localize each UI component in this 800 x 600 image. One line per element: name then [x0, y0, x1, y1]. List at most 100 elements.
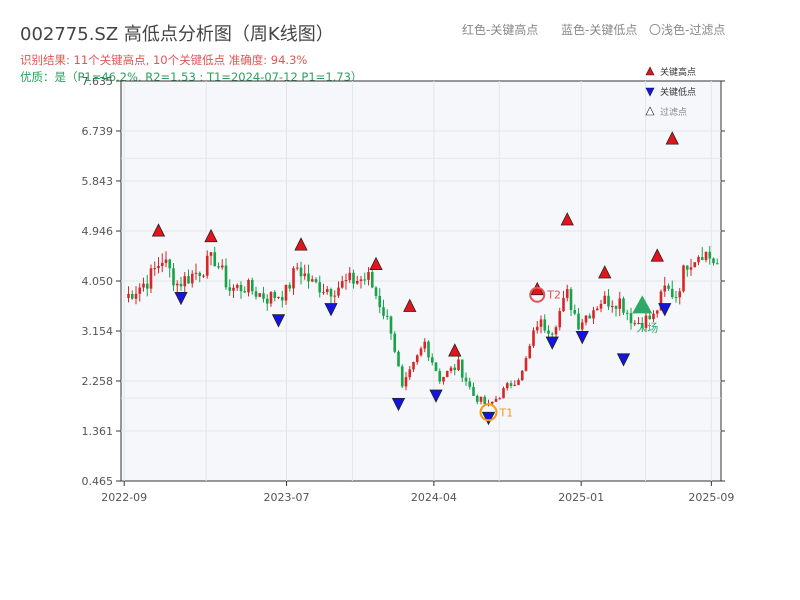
t2-label: T2 [546, 289, 561, 302]
candle-body [224, 265, 228, 288]
candle-body [498, 398, 502, 400]
candle-body [363, 279, 367, 281]
x-tick-label: 2022-09 [101, 491, 147, 504]
candle-body [513, 384, 517, 386]
candle-body [652, 313, 655, 320]
candle-body [190, 273, 194, 284]
candle-body [509, 383, 513, 386]
candle-body [412, 362, 415, 370]
candle-body [592, 310, 595, 319]
legend-text-blue-low: 蓝色-关键低点 [561, 23, 638, 37]
candle-body [209, 252, 213, 256]
legend-filtered-label: 过滤点 [660, 106, 687, 118]
key-low-marker [271, 314, 286, 328]
candle-body [142, 283, 145, 288]
key-high-marker [560, 212, 574, 226]
candle-body [577, 313, 580, 330]
key-high-marker [598, 265, 612, 279]
y-tick-label: 0.465 [82, 475, 114, 488]
legend-low-icon [645, 87, 655, 97]
candle-body [438, 371, 442, 382]
key-low-marker [616, 353, 631, 367]
candle-body [164, 259, 168, 263]
candle-body [235, 284, 239, 288]
legend-high-label: 关键高点 [660, 66, 696, 78]
candle-body [618, 298, 622, 309]
key-low-marker [391, 397, 406, 412]
y-tick-label: 6.739 [82, 125, 114, 138]
candle-body [292, 268, 295, 289]
candle-body [464, 377, 468, 382]
candle-body [449, 367, 453, 372]
candle-body [299, 267, 303, 277]
candle-body [494, 398, 498, 402]
candle-body [314, 279, 318, 283]
candle-body [239, 284, 243, 292]
key-high-marker [151, 223, 166, 237]
candle-body [179, 283, 183, 287]
candle-body [678, 291, 682, 298]
key-low-marker [481, 411, 496, 426]
candle-body [415, 355, 419, 363]
candle-body [633, 323, 637, 325]
candle-body [479, 396, 483, 402]
candle-body [685, 265, 689, 270]
candle-body [640, 322, 644, 328]
candle-body [550, 333, 554, 335]
candle-body [250, 279, 254, 292]
candle-body [520, 370, 524, 381]
candle-body [352, 272, 355, 284]
candle-body [588, 315, 592, 319]
candle-body [715, 263, 719, 265]
candle-body [637, 322, 640, 324]
key-low-marker [545, 336, 559, 350]
candle-body [318, 282, 322, 293]
candle-body [670, 288, 674, 298]
candle-body [153, 268, 157, 270]
candle-body [145, 283, 149, 289]
candle-body [277, 296, 280, 299]
candle-body [708, 251, 712, 259]
candle-body [232, 287, 235, 291]
candle-body [265, 298, 269, 304]
candle-body [194, 272, 198, 274]
key-low-marker [324, 303, 338, 317]
candle-body [460, 359, 464, 378]
candle-body [175, 283, 179, 286]
candle-body [502, 388, 505, 399]
candle-body [453, 367, 457, 371]
candle-body [558, 311, 562, 328]
candle-body [622, 298, 625, 313]
candle-body [138, 287, 142, 294]
candle-body [663, 285, 667, 292]
legend-text-red-high: 红色-关键高点 [462, 23, 539, 37]
candle-body [419, 348, 423, 356]
candle-body [603, 295, 607, 304]
candle-body [374, 287, 378, 296]
candle-body [254, 291, 258, 297]
candle-body [382, 307, 385, 316]
candle-body [378, 295, 382, 308]
candle-body [423, 341, 427, 349]
candle-body [408, 369, 412, 378]
candle-body [273, 292, 277, 299]
candle-body [535, 326, 539, 331]
candle-body [483, 396, 487, 405]
candle-body [648, 315, 652, 320]
candle-body [528, 345, 532, 359]
candle-body [325, 289, 329, 292]
key-high-marker [448, 343, 462, 357]
candle-body [565, 289, 569, 298]
candle-body [532, 330, 535, 346]
candle-body [667, 285, 670, 289]
chart-title: 002775.SZ 高低点分析图（周K线图） [20, 24, 334, 45]
candle-body [187, 276, 190, 284]
candle-body [712, 258, 715, 264]
candle-body [625, 312, 629, 314]
candle-body [607, 295, 610, 307]
key-high-marker [294, 237, 308, 251]
candle-body [547, 330, 550, 334]
candle-body [629, 313, 633, 324]
t2-circle-marker [529, 286, 546, 303]
